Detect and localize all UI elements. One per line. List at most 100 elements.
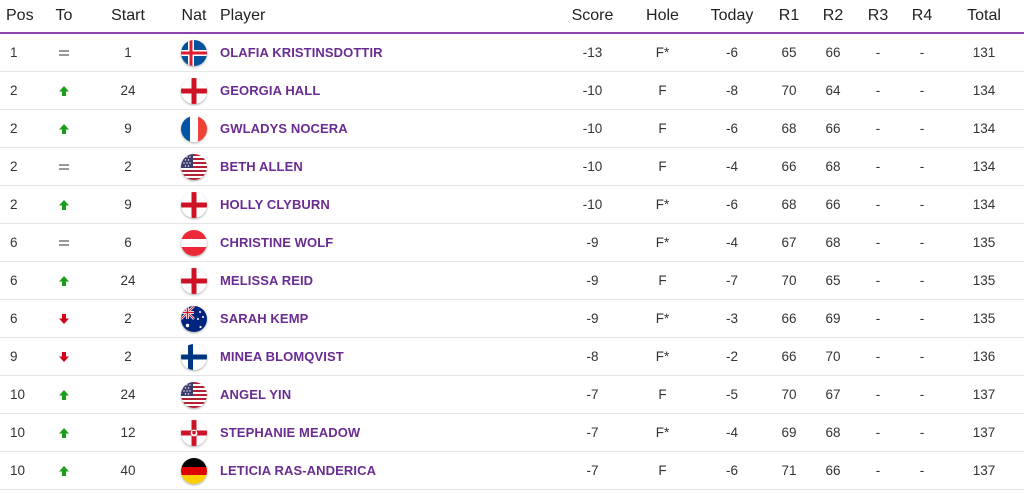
score-cell: -13 <box>556 33 629 72</box>
col-header-r2[interactable]: R2 <box>810 0 856 34</box>
col-header-pos[interactable]: Pos <box>0 0 40 34</box>
equals-icon <box>58 47 70 59</box>
player-link[interactable]: HOLLY CLYBURN <box>220 197 330 212</box>
player-link[interactable]: BETH ALLEN <box>220 159 303 174</box>
total-cell: 131 <box>944 33 1024 72</box>
r4-cell: - <box>900 299 944 338</box>
col-header-player[interactable]: Player <box>220 0 556 34</box>
score-cell: -10 <box>556 147 629 186</box>
r4-cell: - <box>900 337 944 376</box>
col-header-r1[interactable]: R1 <box>768 0 810 34</box>
pos-cell: 2 <box>0 71 40 110</box>
hole-cell: F* <box>629 185 696 224</box>
r1-cell: 68 <box>768 185 810 224</box>
player-link[interactable]: LETICIA RAS-ANDERICA <box>220 463 377 478</box>
usa-flag-icon <box>181 381 207 408</box>
player-link[interactable]: CHRISTINE WOLF <box>220 235 334 250</box>
r1-cell: 65 <box>768 33 810 72</box>
player-link[interactable]: SARAH KEMP <box>220 311 309 326</box>
nat-cell <box>168 413 220 452</box>
col-header-r4[interactable]: R4 <box>900 0 944 34</box>
today-cell: -4 <box>696 413 768 452</box>
start-cell: 40 <box>88 451 168 490</box>
hole-cell: F <box>629 109 696 148</box>
equals-icon <box>58 237 70 249</box>
r3-cell: - <box>856 261 900 300</box>
pos-cell: 6 <box>0 299 40 338</box>
total-cell: 134 <box>944 185 1024 224</box>
movement-cell <box>40 109 88 148</box>
movement-cell <box>40 185 88 224</box>
player-cell: GWLADYS NOCERA <box>220 109 556 148</box>
france-flag-icon <box>181 115 207 142</box>
hole-cell: F* <box>629 33 696 72</box>
movement-cell <box>40 261 88 300</box>
movement-cell <box>40 337 88 376</box>
start-cell: 9 <box>88 109 168 148</box>
player-link[interactable]: GEORGIA HALL <box>220 83 321 98</box>
nat-cell <box>168 261 220 300</box>
score-cell: -8 <box>556 337 629 376</box>
england-flag-icon <box>181 77 207 104</box>
r1-cell: 67 <box>768 223 810 262</box>
r2-cell: 64 <box>810 71 856 110</box>
r3-cell: - <box>856 147 900 186</box>
r1-cell: 66 <box>768 299 810 338</box>
col-header-start[interactable]: Start <box>88 0 168 34</box>
total-cell: 135 <box>944 261 1024 300</box>
arrow-up-icon <box>58 85 70 97</box>
player-link[interactable]: MELISSA REID <box>220 273 314 288</box>
hole-cell: F* <box>629 299 696 338</box>
arrow-up-icon <box>58 275 70 287</box>
player-link[interactable]: OLAFIA KRISTINSDOTTIR <box>220 45 383 60</box>
pos-cell: 10 <box>0 413 40 452</box>
r1-cell: 70 <box>768 375 810 414</box>
r2-cell: 67 <box>810 375 856 414</box>
r1-cell: 70 <box>768 71 810 110</box>
table-row: 2 24 GEORGIA HALL -10 F -8 70 64- -134 <box>0 71 1024 110</box>
r1-cell: 66 <box>768 337 810 376</box>
r1-cell: 70 <box>768 261 810 300</box>
r3-cell: - <box>856 375 900 414</box>
player-cell: GEORGIA HALL <box>220 71 556 110</box>
hole-cell: F <box>629 147 696 186</box>
total-cell: 137 <box>944 375 1024 414</box>
arrow-down-icon <box>58 351 70 363</box>
col-header-nat[interactable]: Nat <box>168 0 220 34</box>
austria-flag-icon <box>181 229 207 256</box>
pos-cell: 10 <box>0 451 40 490</box>
col-header-score[interactable]: Score <box>556 0 629 34</box>
player-link[interactable]: STEPHANIE MEADOW <box>220 425 361 440</box>
nat-cell <box>168 375 220 414</box>
arrow-up-icon <box>58 389 70 401</box>
arrow-up-icon <box>58 199 70 211</box>
player-link[interactable]: GWLADYS NOCERA <box>220 121 348 136</box>
r2-cell: 66 <box>810 109 856 148</box>
col-header-to[interactable]: To <box>40 0 88 34</box>
r3-cell: - <box>856 109 900 148</box>
table-row: 10 24 ANGEL YIN -7 F -5 70 67- -137 <box>0 375 1024 414</box>
nat-cell <box>168 71 220 110</box>
col-header-today[interactable]: Today <box>696 0 768 34</box>
r2-cell: 66 <box>810 33 856 72</box>
r2-cell: 66 <box>810 185 856 224</box>
col-header-total[interactable]: Total <box>944 0 1024 34</box>
today-cell: -6 <box>696 109 768 148</box>
nat-cell <box>168 109 220 148</box>
nat-cell <box>168 337 220 376</box>
today-cell: -6 <box>696 185 768 224</box>
total-cell: 135 <box>944 223 1024 262</box>
col-header-hole[interactable]: Hole <box>629 0 696 34</box>
arrow-up-icon <box>58 123 70 135</box>
player-link[interactable]: MINEA BLOMQVIST <box>220 349 344 364</box>
r4-cell: - <box>900 147 944 186</box>
start-cell: 24 <box>88 261 168 300</box>
nat-cell <box>168 147 220 186</box>
hole-cell: F* <box>629 413 696 452</box>
col-header-r3[interactable]: R3 <box>856 0 900 34</box>
score-cell: -9 <box>556 223 629 262</box>
hole-cell: F <box>629 261 696 300</box>
player-link[interactable]: ANGEL YIN <box>220 387 292 402</box>
movement-cell <box>40 299 88 338</box>
r4-cell: - <box>900 185 944 224</box>
